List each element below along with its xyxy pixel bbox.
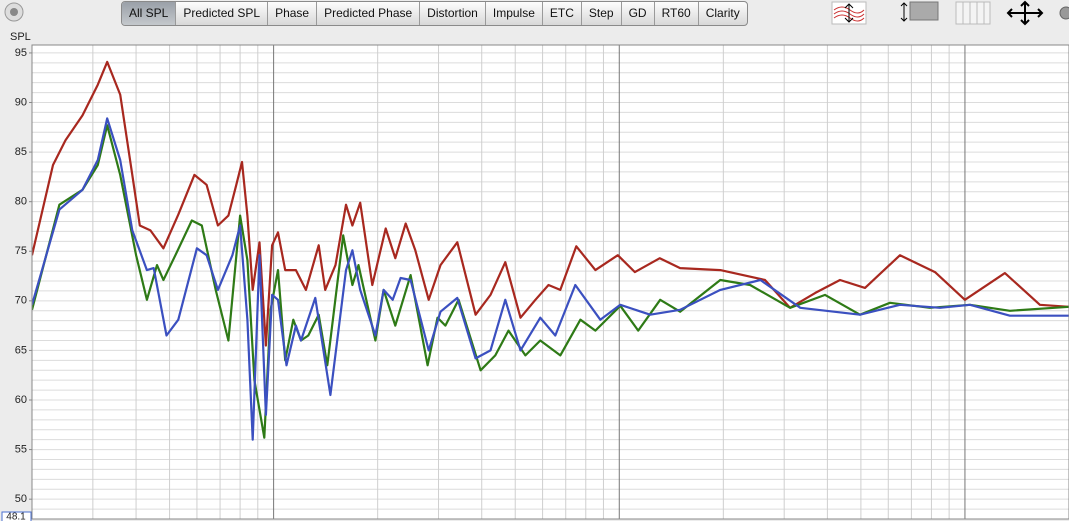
plot-border [31, 44, 1069, 520]
series-line [32, 117, 1069, 441]
tab[interactable]: GD [622, 2, 655, 25]
y-tick-label: 60 [15, 394, 27, 406]
tab[interactable]: All SPL [122, 2, 177, 25]
settings-icon[interactable] [1059, 6, 1069, 20]
y-tick-label: 90 [15, 96, 27, 108]
move-icon[interactable] [1006, 0, 1044, 26]
lines [32, 60, 1069, 441]
tab[interactable]: Clarity [705, 6, 740, 20]
scale-icon[interactable] [900, 1, 939, 22]
grid [29, 45, 1069, 519]
tab[interactable]: Impulse [486, 2, 543, 25]
tab[interactable]: ETC [543, 2, 582, 25]
left-icon[interactable] [4, 2, 24, 22]
cursor-box [1, 511, 32, 521]
series-line [32, 60, 1069, 347]
y-tick-label: 95 [15, 47, 27, 59]
y-tick-label: 70 [15, 295, 27, 307]
y-tick-label: 80 [15, 196, 27, 208]
columns-icon[interactable] [955, 1, 991, 25]
y-tick-label: 75 [15, 245, 27, 257]
y-tick-label: 65 [15, 344, 27, 356]
y-tick-label: 55 [15, 443, 27, 455]
toolbar: All SPL Predicted SPL Phase Predicted Phase… [121, 1, 748, 26]
cursor-value: 48.1 [6, 512, 26, 521]
tab[interactable]: Distortion [420, 2, 486, 25]
graph-icon[interactable] [831, 1, 867, 25]
tab[interactable]: Step [582, 2, 622, 25]
y-tick-label: 85 [15, 146, 27, 158]
tab[interactable]: Predicted SPL [176, 2, 269, 25]
tab[interactable]: RT60 [655, 2, 699, 25]
y-axis-label: SPL [10, 31, 31, 43]
y-tick-label: 50 [15, 493, 27, 505]
tab[interactable]: Phase [268, 2, 318, 25]
tab[interactable]: Predicted Phase [317, 2, 421, 25]
